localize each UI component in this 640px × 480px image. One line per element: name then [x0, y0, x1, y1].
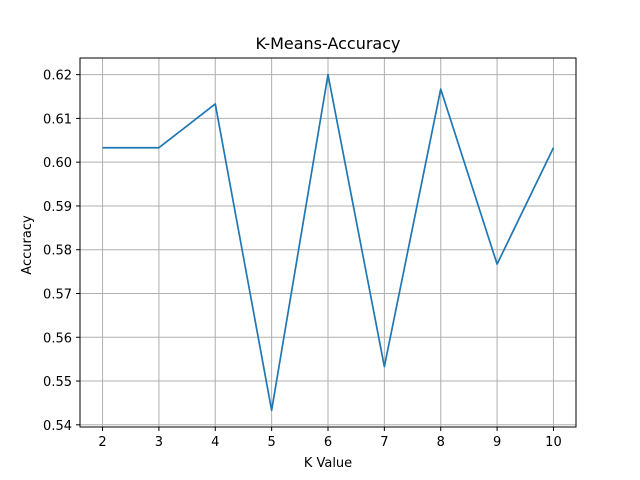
- y-axis-label: Accuracy: [20, 215, 35, 275]
- y-tick-label: 0.62: [43, 69, 72, 84]
- x-tick-label: 5: [267, 435, 275, 450]
- y-tick-label: 0.58: [43, 244, 72, 259]
- x-tick-label: 10: [545, 435, 562, 450]
- x-tick-label: 4: [211, 435, 219, 450]
- series-layer: [101, 73, 555, 412]
- x-tick-label: 3: [155, 435, 163, 450]
- x-axis-ticks: 2 3 4 5 6 7 8 9 10: [98, 427, 562, 450]
- data-point: [552, 147, 554, 149]
- y-tick-label: 0.57: [43, 287, 72, 302]
- y-tick-label: 0.54: [43, 419, 72, 434]
- data-point: [101, 147, 103, 149]
- y-tick-label: 0.59: [43, 200, 72, 215]
- data-point: [158, 147, 160, 149]
- y-tick-label: 0.60: [43, 156, 72, 171]
- y-tick-label: 0.56: [43, 331, 72, 346]
- data-point: [496, 263, 498, 265]
- data-point: [440, 88, 442, 90]
- chart-title: K-Means-Accuracy: [256, 34, 401, 53]
- y-tick-label: 0.55: [43, 375, 72, 390]
- data-point: [327, 73, 329, 75]
- x-tick-label: 6: [324, 435, 332, 450]
- x-tick-label: 2: [98, 435, 106, 450]
- x-tick-label: 9: [493, 435, 501, 450]
- y-tick-label: 0.61: [43, 112, 72, 127]
- data-point: [270, 409, 272, 411]
- x-tick-label: 7: [380, 435, 388, 450]
- data-point: [383, 365, 385, 367]
- y-axis-ticks: 0.54 0.55 0.56 0.57 0.58 0.59 0.60 0.61 0.62: [43, 69, 80, 434]
- data-point: [214, 103, 216, 105]
- x-axis-label: K Value: [304, 456, 352, 471]
- accuracy-series-line: [102, 73, 555, 412]
- x-tick-label: 8: [437, 435, 445, 450]
